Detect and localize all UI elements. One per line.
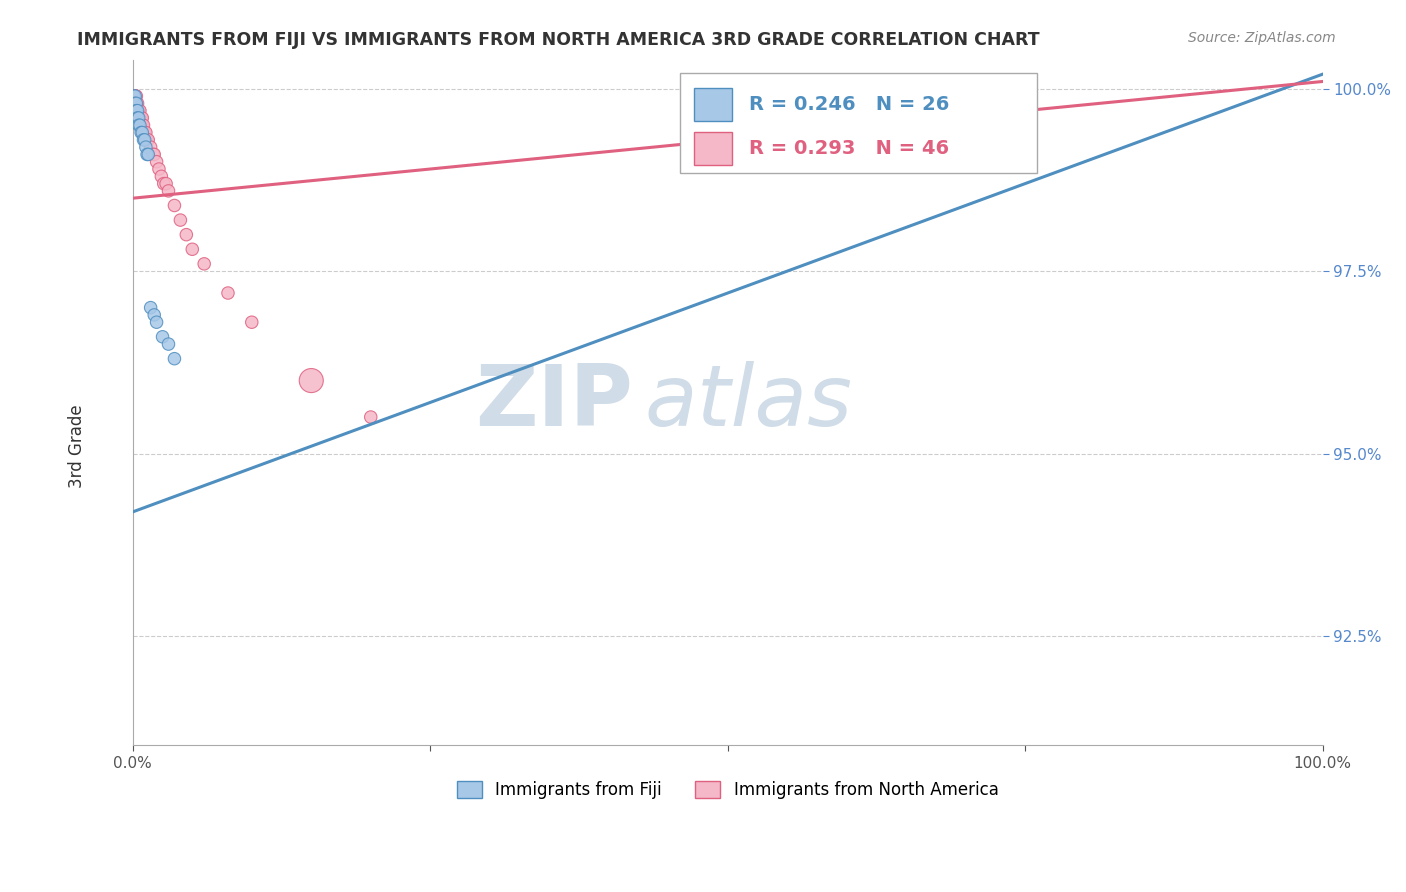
Point: [139, 301, 162, 315]
Point: [155, 177, 177, 191]
Point: [122, 96, 145, 111]
Point: [240, 315, 263, 329]
Bar: [695, 88, 733, 121]
Point: [134, 133, 156, 147]
Point: [163, 198, 186, 212]
Point: [125, 96, 148, 111]
Point: [181, 242, 204, 256]
Point: [127, 96, 149, 111]
Point: [142, 147, 165, 161]
Text: IMMIGRANTS FROM FIJI VS IMMIGRANTS FROM NORTH AMERICA 3RD GRADE CORRELATION CHAR: IMMIGRANTS FROM FIJI VS IMMIGRANTS FROM …: [77, 31, 1040, 49]
Point: [124, 96, 146, 111]
Point: [157, 184, 180, 198]
Point: [128, 111, 150, 125]
Point: [131, 126, 153, 140]
Point: [128, 118, 150, 132]
Point: [217, 286, 239, 301]
Point: [136, 147, 159, 161]
Text: R = 0.293   N = 46: R = 0.293 N = 46: [749, 138, 949, 158]
Point: [135, 140, 157, 154]
Point: [124, 96, 146, 111]
Point: [143, 308, 166, 322]
Point: [124, 103, 146, 118]
Point: [157, 337, 180, 351]
Point: [122, 96, 145, 111]
Point: [129, 118, 152, 132]
Point: [131, 118, 153, 132]
Point: [125, 103, 148, 118]
Point: [136, 133, 159, 147]
Point: [143, 147, 166, 161]
Point: [125, 103, 148, 118]
Text: ZIP: ZIP: [475, 361, 633, 444]
Point: [136, 133, 159, 147]
Point: [132, 126, 155, 140]
Text: R = 0.246   N = 26: R = 0.246 N = 26: [749, 95, 949, 114]
Text: Source: ZipAtlas.com: Source: ZipAtlas.com: [1188, 31, 1336, 45]
Point: [134, 126, 156, 140]
Point: [132, 133, 155, 147]
Point: [360, 410, 382, 425]
Point: [125, 96, 148, 111]
Point: [131, 111, 153, 125]
Point: [129, 126, 152, 140]
Point: [127, 103, 149, 118]
Point: [163, 351, 186, 366]
Point: [152, 330, 174, 344]
Point: [129, 103, 152, 118]
Point: [125, 111, 148, 125]
Point: [129, 118, 152, 132]
Point: [127, 103, 149, 118]
Point: [122, 89, 145, 103]
Legend: Immigrants from Fiji, Immigrants from North America: Immigrants from Fiji, Immigrants from No…: [450, 774, 1005, 805]
Point: [122, 89, 145, 103]
Point: [127, 111, 149, 125]
Point: [299, 374, 322, 388]
Point: [139, 140, 162, 154]
Point: [129, 111, 152, 125]
Point: [132, 118, 155, 132]
Text: atlas: atlas: [644, 361, 852, 444]
Point: [145, 154, 167, 169]
Point: [135, 126, 157, 140]
Point: [176, 227, 198, 242]
Point: [128, 103, 150, 118]
Point: [127, 103, 149, 118]
Point: [122, 89, 145, 103]
Point: [193, 257, 215, 271]
Bar: [695, 132, 733, 164]
Point: [169, 213, 191, 227]
Point: [148, 161, 170, 176]
Point: [124, 89, 146, 103]
Point: [129, 111, 152, 125]
Point: [124, 96, 146, 111]
Point: [136, 147, 159, 161]
Point: [128, 111, 150, 125]
FancyBboxPatch shape: [681, 73, 1038, 173]
Point: [124, 89, 146, 103]
Point: [124, 89, 146, 103]
Point: [150, 169, 173, 184]
Point: [125, 96, 148, 111]
Point: [145, 315, 167, 329]
Point: [125, 89, 148, 103]
Text: 3rd Grade: 3rd Grade: [69, 404, 86, 488]
Point: [152, 177, 174, 191]
